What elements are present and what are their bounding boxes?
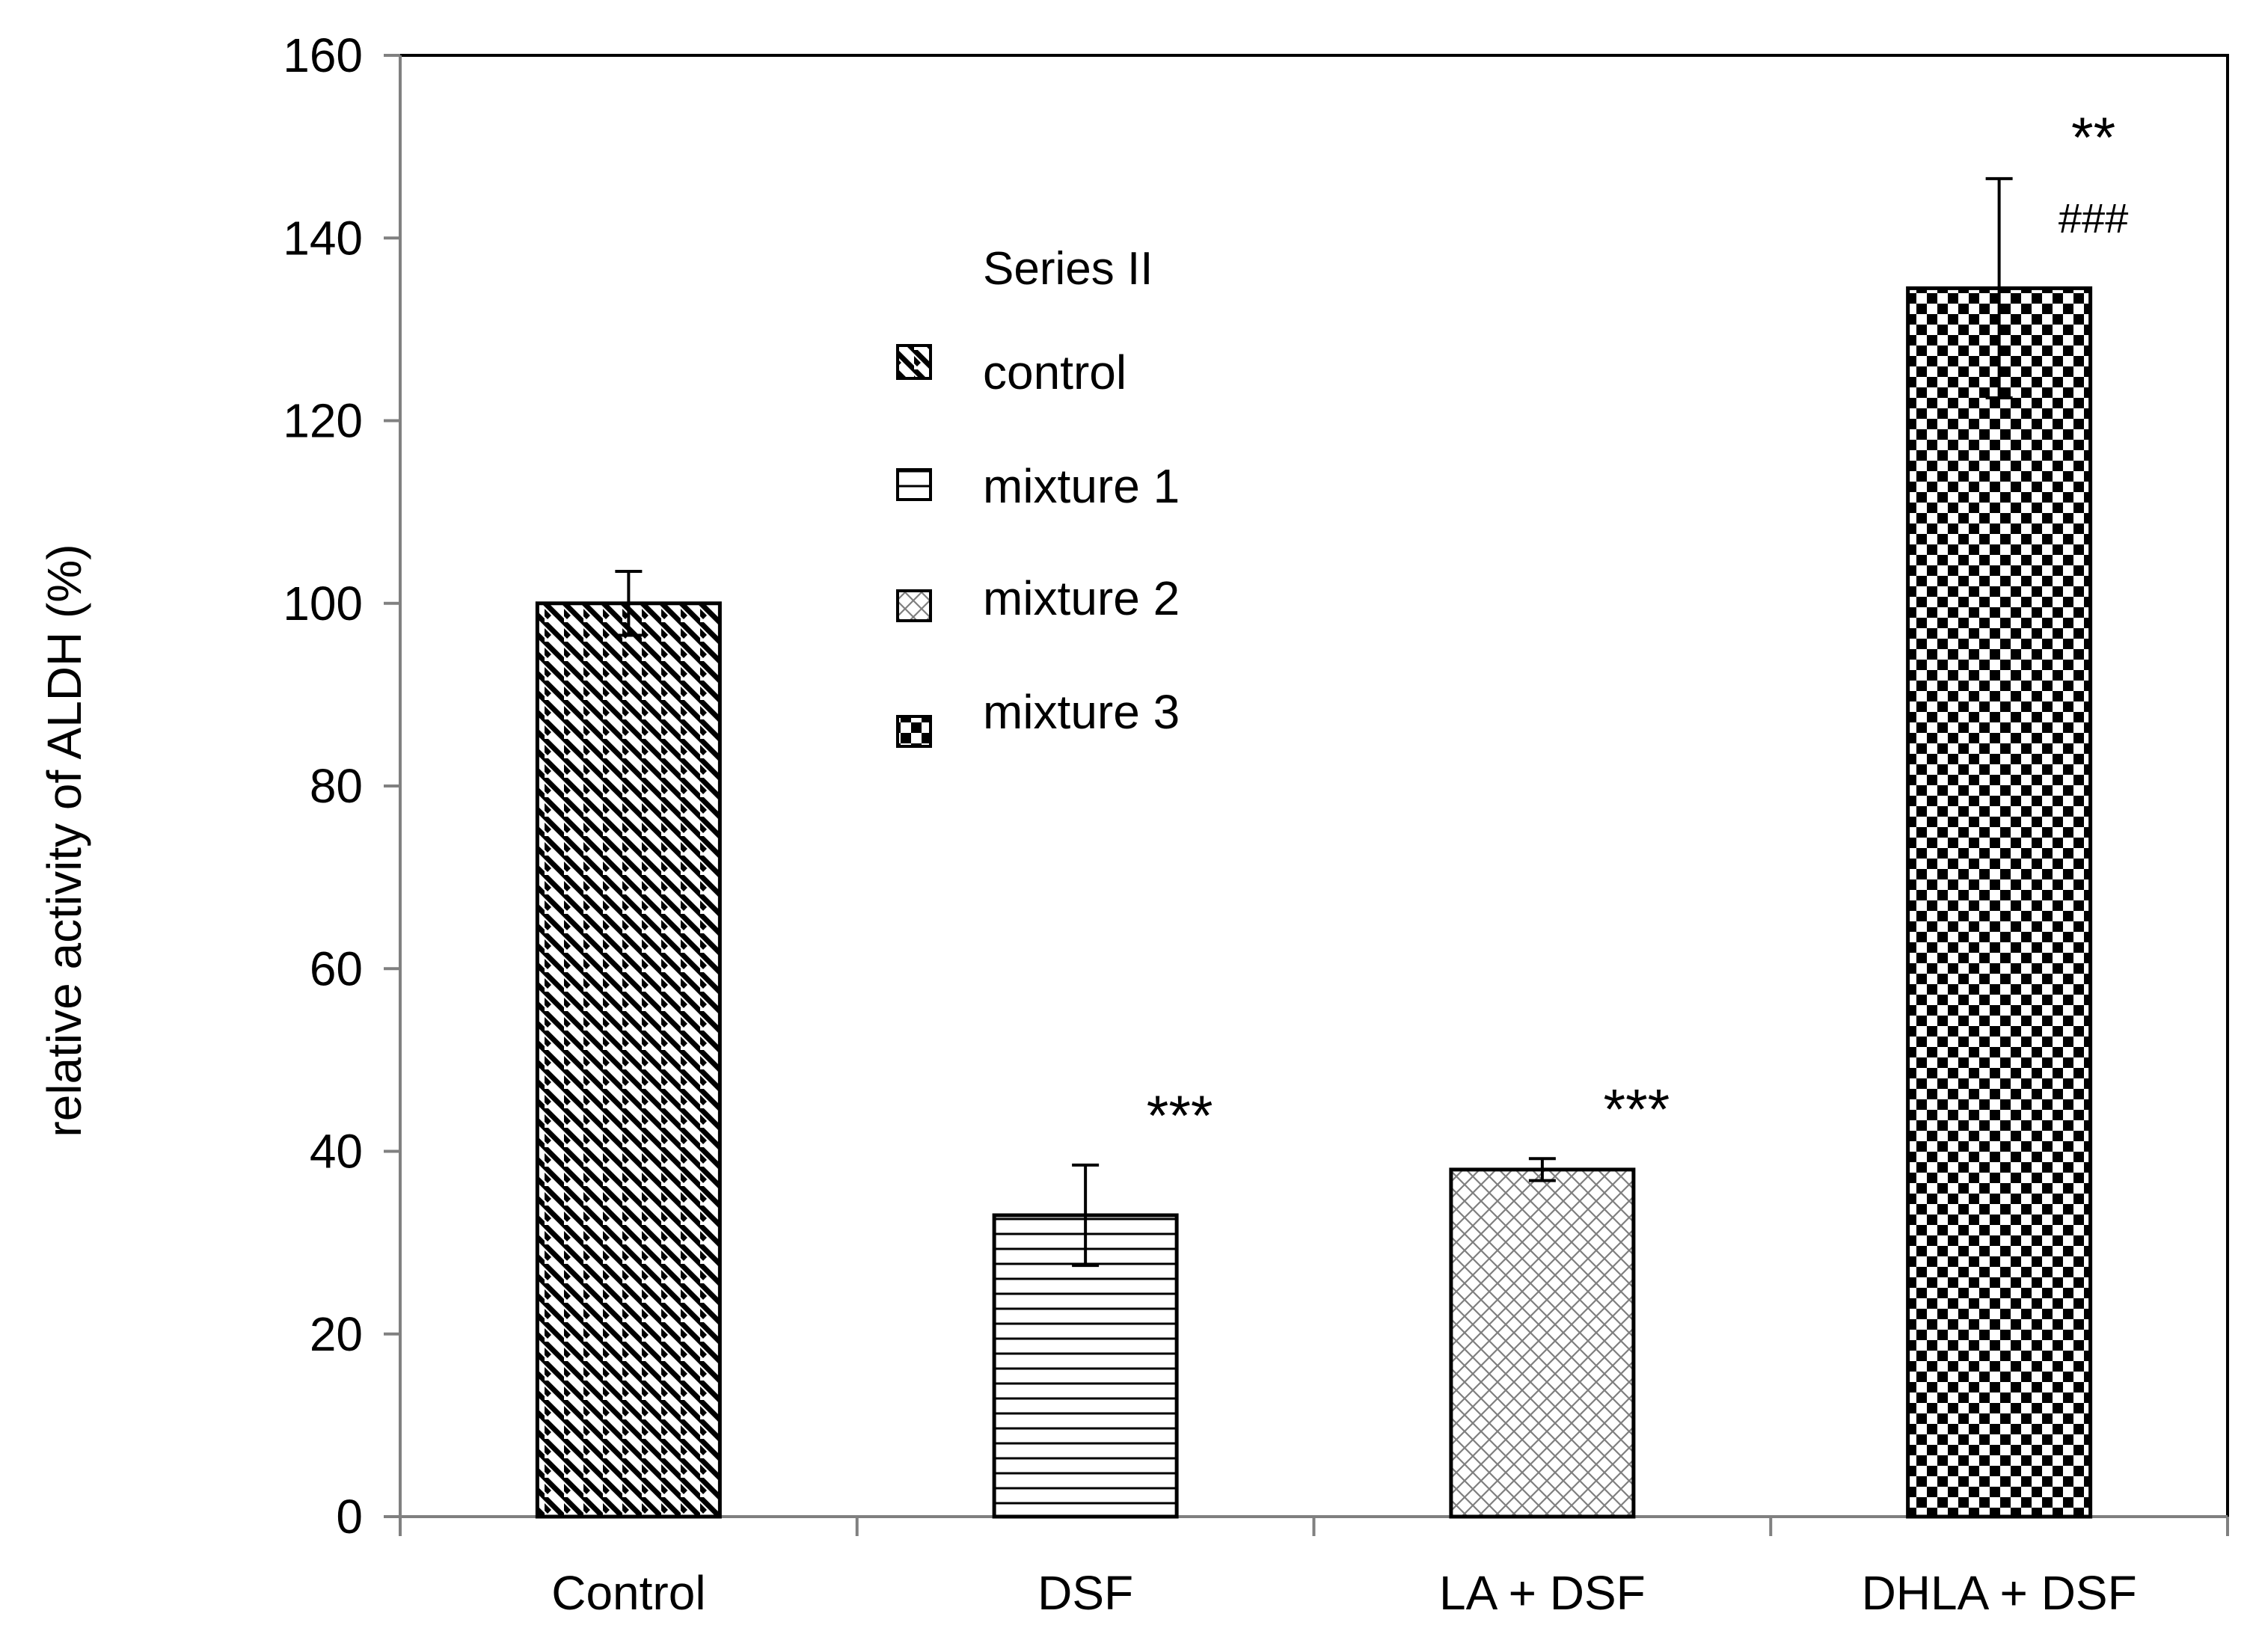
y-tick-label: 40 [310, 1125, 363, 1179]
legend-label-mixture-3: mixture 3 [983, 685, 1180, 739]
legend-swatch-mixture-3 [896, 715, 932, 748]
legend: Series II control mixture 1 mixture 2 mi… [896, 243, 1180, 748]
bar-control [535, 601, 722, 1519]
significance-annotations: *** *****### [1147, 106, 2129, 1148]
y-tick-label: 120 [283, 394, 363, 448]
x-tick-label-control: Control [551, 1566, 705, 1620]
y-axis-title: relative activity of ALDH (%) [37, 544, 91, 1137]
legend-label-mixture-1: mixture 1 [983, 459, 1180, 513]
y-tick-label: 160 [283, 28, 363, 82]
x-tick-label-la-dsf: LA + DSF [1439, 1566, 1646, 1620]
bar-dhla-dsf [1906, 286, 2093, 1519]
x-tick-label-dhla-dsf: DHLA + DSF [1862, 1566, 2137, 1620]
y-tick-label: 0 [336, 1490, 363, 1544]
legend-swatch-control [896, 344, 932, 380]
y-tick-label: 140 [283, 211, 363, 265]
significance-label-dhla-dsf: ** [2071, 106, 2115, 170]
x-tick-label-dsf: DSF [1037, 1566, 1133, 1620]
significance-secondary-dhla-dsf: ### [2059, 194, 2128, 242]
legend-swatch-mixture-1 [896, 468, 932, 501]
y-tick-label: 20 [310, 1307, 363, 1361]
legend-label-control: control [983, 346, 1126, 399]
axes: 0 20 40 60 80 100 120 140 160 Control DSF LA + DSF D… [283, 28, 2229, 1620]
bar-la-dsf [1449, 1167, 1636, 1519]
significance-label-la-dsf: *** [1604, 1078, 1670, 1141]
significance-label-dsf: *** [1147, 1084, 1213, 1148]
y-tick-label: 80 [310, 759, 363, 813]
legend-swatch-mixture-2 [896, 589, 932, 622]
y-tick-label: 60 [310, 942, 363, 995]
legend-title: Series II [983, 243, 1153, 295]
y-tick-label: 100 [283, 577, 363, 630]
legend-label-mixture-2: mixture 2 [983, 571, 1180, 625]
bars [535, 176, 2093, 1519]
